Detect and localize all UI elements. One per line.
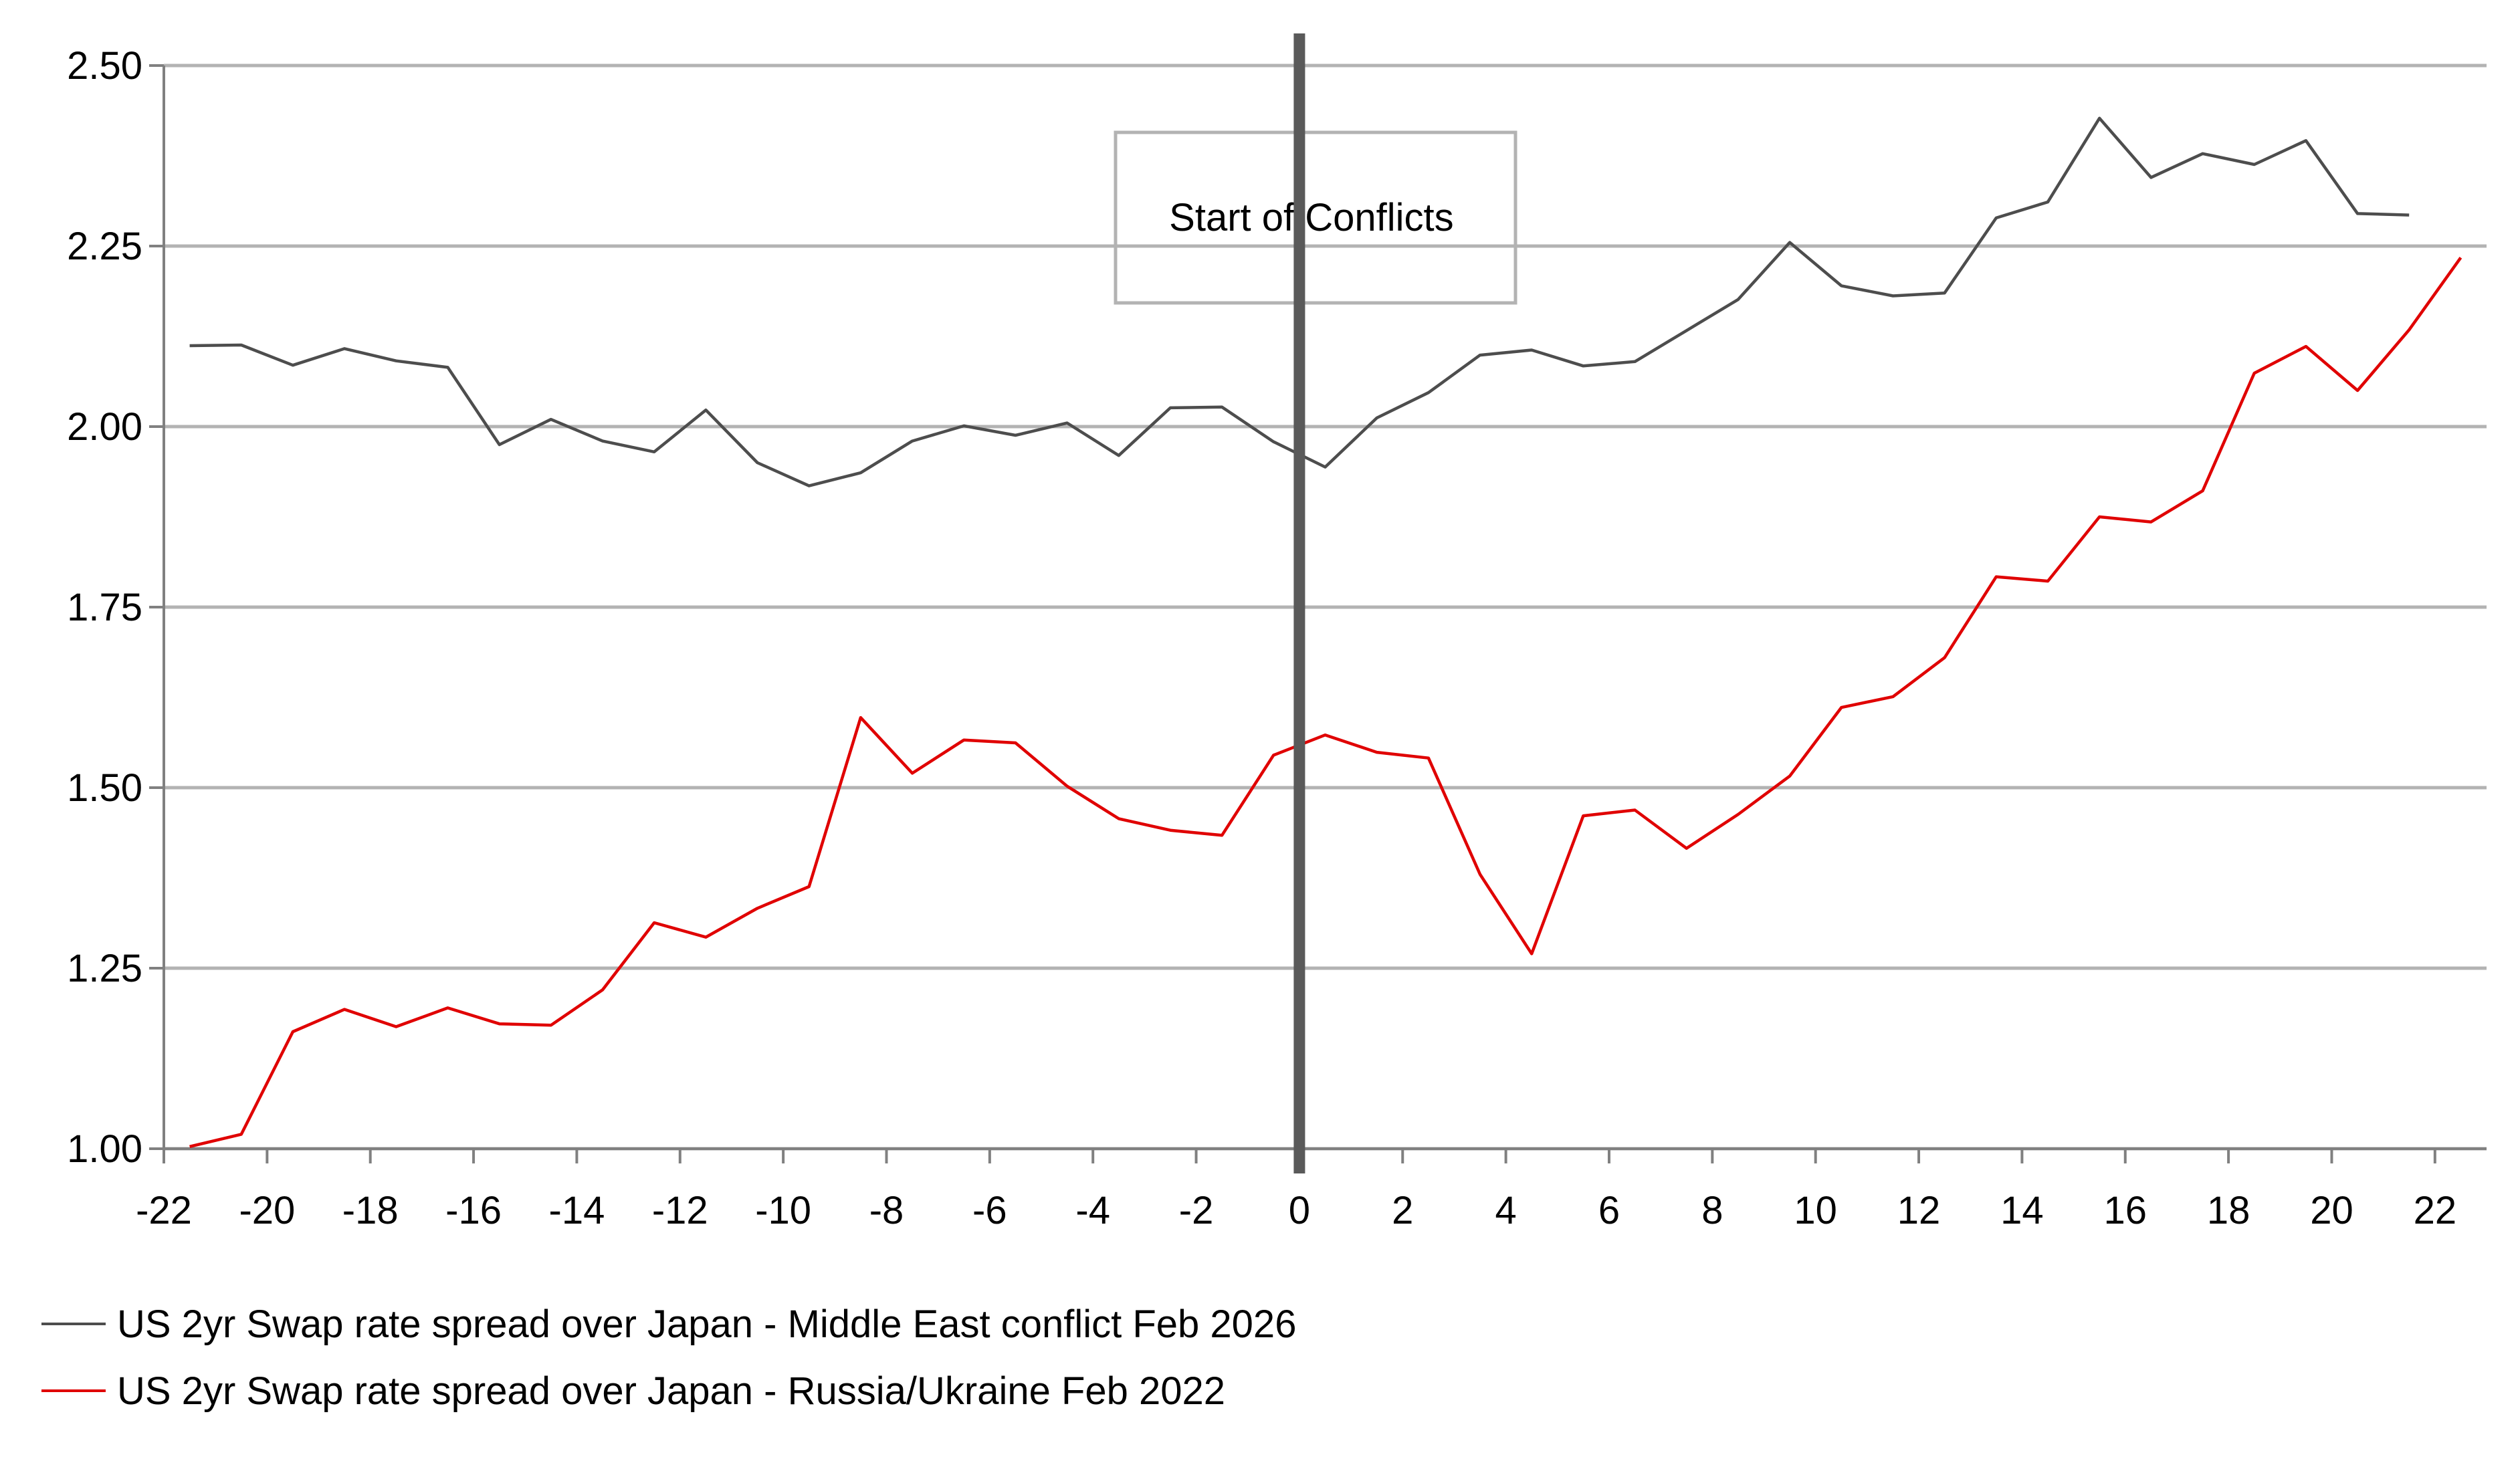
x-tick-label: 8 (1701, 1189, 1723, 1232)
annotation: Start of Conflicts (1114, 130, 1517, 305)
gridlines (164, 64, 2487, 1151)
x-tick-label: -20 (239, 1189, 295, 1232)
y-axis: 1.00 1.25 1.50 1.75 2.00 2.25 2.50 (67, 44, 165, 1171)
legend-label-russia-ukraine: US 2yr Swap rate spread over Japan - Rus… (117, 1369, 1225, 1413)
y-tick-label: 2.50 (67, 44, 142, 88)
x-tick-label: 2 (1392, 1189, 1413, 1232)
x-tick-label: -4 (1075, 1189, 1110, 1232)
y-tick-label: 1.00 (67, 1127, 142, 1171)
x-tick-label: 0 (1289, 1189, 1310, 1232)
x-tick-label: -16 (445, 1189, 502, 1232)
x-axis-tick-labels: -22 -20 -18 -16 -14 -12 -10 -8 -6 -4 -2 0 2 4 6 8 10 12 14… (136, 1189, 2456, 1232)
x-tick-label: -10 (755, 1189, 811, 1232)
y-tick-label: 1.75 (67, 586, 142, 629)
x-tick-label: 20 (2310, 1189, 2353, 1232)
annotation-box (1114, 130, 1517, 305)
x-tick-label: -18 (342, 1189, 399, 1232)
legend-label-middle-east: US 2yr Swap rate spread over Japan - Mid… (117, 1303, 1296, 1346)
y-tick-label: 2.00 (67, 405, 142, 449)
y-tick-label: 2.25 (67, 225, 142, 268)
x-axis (163, 1147, 2487, 1163)
legend-item: US 2yr Swap rate spread over Japan - Rus… (41, 1369, 1225, 1413)
x-tick-label: 12 (1897, 1189, 1941, 1232)
x-tick-label: -8 (869, 1189, 904, 1232)
x-tick-label: -22 (136, 1189, 192, 1232)
y-tick-label: 1.25 (67, 947, 142, 990)
x-tick-label: -14 (549, 1189, 605, 1232)
x-tick-label: -2 (1179, 1189, 1214, 1232)
y-tick-label: 1.50 (67, 766, 142, 810)
x-tick-label: 4 (1495, 1189, 1516, 1232)
legend: US 2yr Swap rate spread over Japan - Mid… (41, 1303, 1296, 1413)
x-tick-label: 6 (1598, 1189, 1620, 1232)
legend-item: US 2yr Swap rate spread over Japan - Mid… (41, 1303, 1296, 1346)
x-tick-label: 10 (1794, 1189, 1837, 1232)
annotation-label: Start of Conflicts (1169, 196, 1453, 239)
series-lines (189, 116, 2462, 1148)
x-tick-label: -6 (972, 1189, 1007, 1232)
x-tick-label: 14 (2000, 1189, 2044, 1232)
x-tick-label: 22 (2414, 1189, 2457, 1232)
x-tick-label: -12 (652, 1189, 708, 1232)
series-line-russia-ukraine (189, 256, 2462, 1148)
x-tick-label: 18 (2207, 1189, 2250, 1232)
x-tick-label: 16 (2103, 1189, 2147, 1232)
